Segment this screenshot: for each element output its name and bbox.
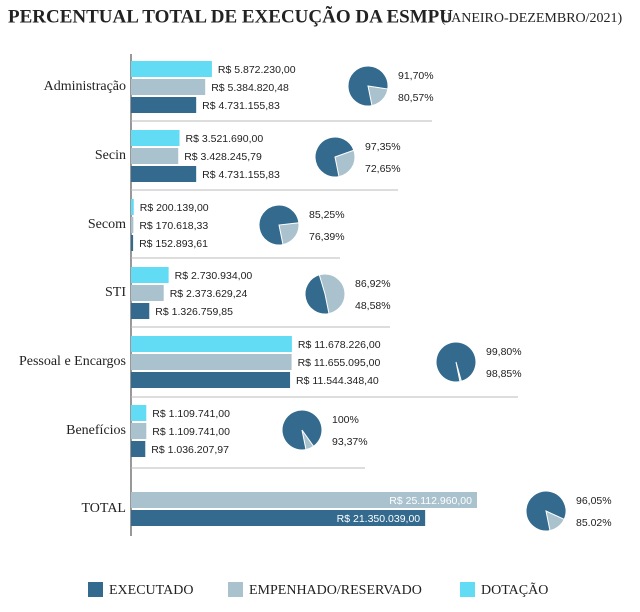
pie-slice [435, 341, 477, 383]
bar [131, 492, 477, 508]
bar [131, 217, 134, 233]
value-label: R$ 1.109.741,00 [152, 408, 230, 420]
value-label: R$ 1.109.741,00 [152, 426, 230, 438]
bar [131, 130, 180, 146]
value-label: R$ 2.730.934,00 [175, 270, 253, 282]
pie-slice [304, 274, 330, 315]
value-label: R$ 152.893,61 [139, 238, 208, 250]
category-label: TOTAL [81, 501, 126, 516]
bar [131, 166, 197, 182]
percent-label: 100% [332, 414, 359, 426]
value-label: R$ 200.139,00 [140, 202, 209, 214]
value-label: R$ 21.350.039,00 [337, 513, 421, 525]
bar [131, 79, 206, 95]
pie-slice [281, 409, 323, 451]
percent-label: 80,57% [398, 92, 434, 104]
legend-swatch [228, 582, 243, 597]
percent-label: 86,92% [355, 278, 391, 290]
category-label: Secom [88, 217, 126, 232]
percent-label: 97,35% [365, 141, 401, 153]
percent-label: 72,65% [365, 163, 401, 175]
percent-label: 48,58% [355, 300, 391, 312]
value-label: R$ 5.872.230,00 [218, 64, 296, 76]
pie-slice [314, 136, 355, 178]
percent-label: 99,80% [486, 346, 522, 358]
category-label: STI [105, 285, 126, 300]
legend-swatch [460, 582, 475, 597]
bar [131, 199, 134, 215]
percent-label: 96,05% [576, 495, 612, 507]
bar [131, 303, 150, 319]
value-label: R$ 3.521.690,00 [186, 133, 264, 145]
pie-slice [258, 204, 300, 246]
value-label: R$ 3.428.245,79 [184, 151, 262, 163]
chart-title: PERCENTUAL TOTAL DE EXECUÇÃO DA ESMPU [8, 5, 453, 27]
value-label: R$ 5.384.820,48 [211, 82, 289, 94]
bar [131, 148, 179, 164]
value-label: R$ 170.618,33 [139, 220, 208, 232]
value-label: R$ 4.731.155,83 [202, 100, 280, 112]
category-label: Pessoal e Encargos [19, 354, 126, 369]
pie-slice [347, 65, 389, 107]
bar [131, 285, 164, 301]
bar [131, 423, 147, 439]
category-label: Secin [95, 148, 126, 163]
value-label: R$ 2.373.629,24 [170, 288, 248, 300]
legend-label: EXECUTADO [109, 583, 193, 598]
category-label: Benefícios [66, 423, 126, 438]
percent-label: 85,25% [309, 209, 345, 221]
bar [131, 372, 291, 388]
percent-label: 93,37% [332, 436, 368, 448]
percent-label: 76,39% [309, 231, 345, 243]
bar [131, 267, 169, 283]
value-label: R$ 1.326.759,85 [155, 306, 233, 318]
chart-subtitle: (JANEIRO-DEZEMBRO/2021) [441, 11, 623, 26]
bar [131, 235, 134, 251]
value-label: R$ 4.731.155,83 [202, 169, 280, 181]
legend-label: EMPENHADO/RESERVADO [249, 583, 422, 598]
bar [131, 405, 147, 421]
value-label: R$ 25.112.960,00 [389, 495, 472, 507]
value-label: R$ 11.655.095,00 [298, 357, 381, 369]
percent-label: 85.02% [576, 517, 612, 529]
category-label: Administração [44, 79, 126, 94]
bar [131, 510, 426, 526]
legend-swatch [88, 582, 103, 597]
legend-label: DOTAÇÃO [481, 582, 548, 598]
bar [131, 336, 292, 352]
value-label: R$ 11.678.226,00 [298, 339, 381, 351]
percent-label: 98,85% [486, 368, 522, 380]
pie-slice [525, 490, 567, 532]
bar [131, 441, 146, 457]
bar [131, 354, 292, 370]
value-label: R$ 1.036.207,97 [151, 444, 229, 456]
value-label: R$ 11.544.348,40 [296, 375, 379, 387]
percent-label: 91,70% [398, 70, 434, 82]
bar [131, 61, 212, 77]
bar [131, 97, 197, 113]
